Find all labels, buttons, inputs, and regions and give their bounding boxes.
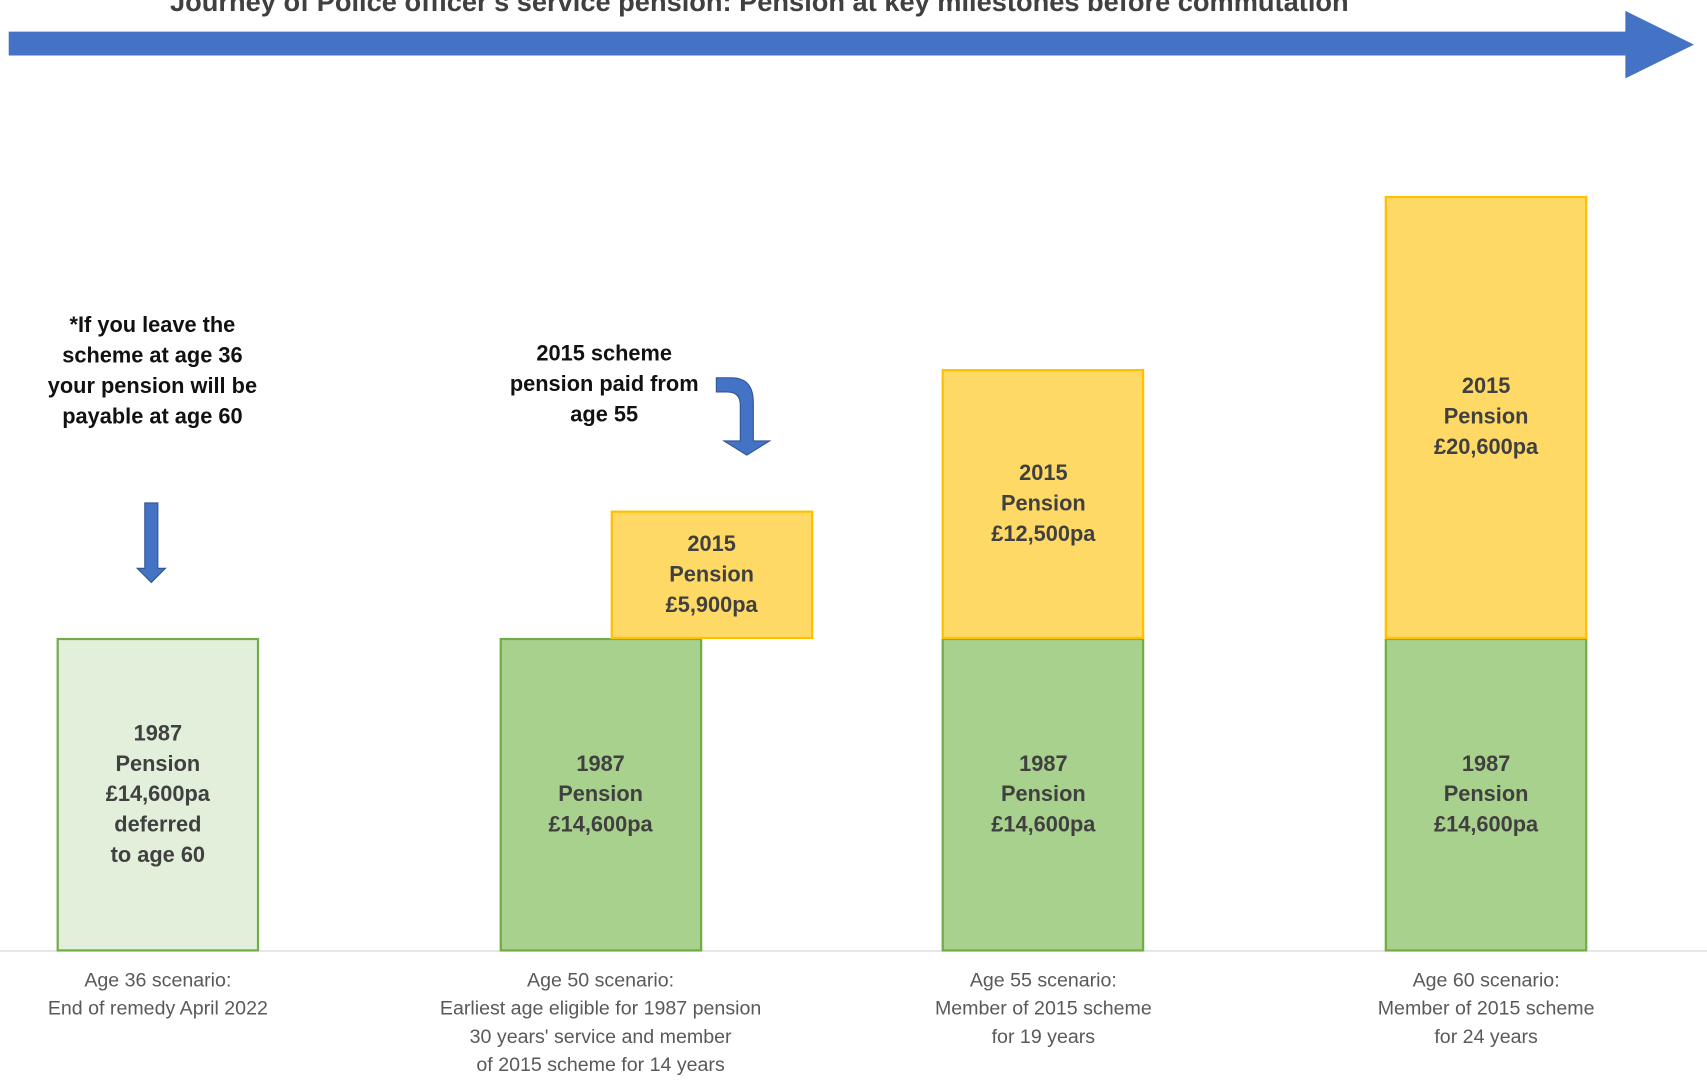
- bar: 1987 Pension £14,600pa deferred to age 6…: [56, 637, 260, 952]
- x-tick-label: Age 50 scenario: Earliest age eligible f…: [439, 968, 762, 1076]
- note: 2015 scheme pension paid from age 55: [509, 341, 699, 427]
- bar: 2015 Pension £5,900pa: [610, 511, 813, 639]
- x-tick-label: Age 36 scenario: End of remedy April 202…: [47, 968, 268, 1019]
- data-label: 1987 Pension £14,600pa: [548, 752, 653, 837]
- bar: 1987 Pension £14,600pa: [942, 637, 1145, 952]
- bar: 1987 Pension £14,600pa: [1384, 637, 1588, 952]
- data-label: 2015 Pension £5,900pa: [665, 532, 758, 618]
- data-label: 2015 Pension £12,500pa: [991, 461, 1096, 547]
- data-label: 1987 Pension £14,600pa deferred to age 6…: [105, 721, 210, 868]
- x-tick-label: Age 55 scenario: Member of 2015 scheme f…: [934, 968, 1152, 1048]
- data-label: 1987 Pension £14,600pa: [991, 752, 1096, 837]
- data-label: 1987 Pension £14,600pa: [1434, 752, 1539, 837]
- bar: 1987 Pension £14,600pa: [499, 637, 702, 952]
- data-label: 2015 Pension £20,600pa: [1434, 374, 1539, 460]
- curved-arrow: [715, 377, 772, 456]
- down-arrow: [135, 502, 167, 584]
- x-tick-label: Age 60 scenario: Member of 2015 scheme f…: [1377, 968, 1595, 1048]
- bar: 2015 Pension £12,500pa: [942, 369, 1145, 639]
- chart-title: Journey of Police officer's service pens…: [170, 0, 1349, 18]
- note: *If you leave the scheme at age 36 your …: [47, 313, 258, 429]
- bar: 2015 Pension £20,600pa: [1384, 195, 1588, 639]
- timeline-arrow: [8, 10, 1694, 79]
